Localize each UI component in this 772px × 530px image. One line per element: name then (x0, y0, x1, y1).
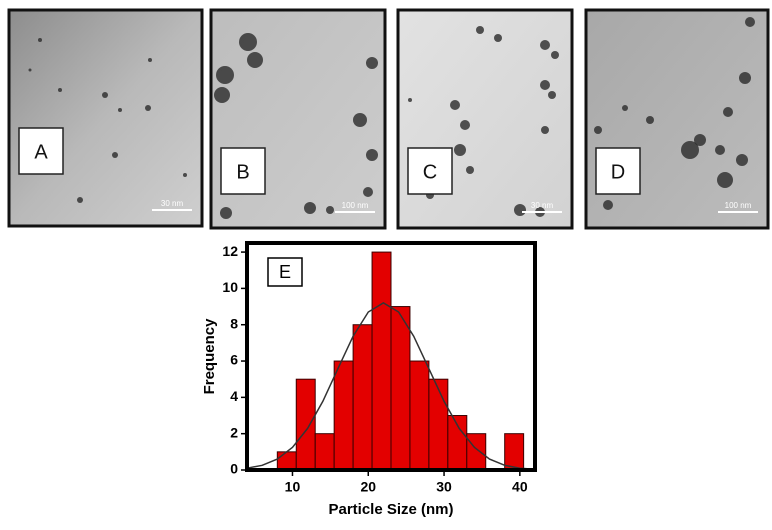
x-tick-label: 10 (285, 479, 301, 495)
y-tick-label: 8 (230, 315, 238, 331)
bar (333, 360, 354, 471)
panel-label-box (18, 127, 64, 175)
scale-bar-label: 30 nm (161, 199, 184, 208)
panel-label: D (611, 161, 625, 183)
particle (77, 197, 83, 203)
bar (276, 451, 297, 471)
particle (214, 87, 230, 103)
particle (220, 207, 232, 219)
panel-label: B (236, 161, 249, 183)
particle (540, 80, 550, 90)
particle (551, 51, 559, 59)
particle (476, 26, 484, 34)
x-tick-label: 20 (360, 479, 376, 495)
particle (304, 202, 316, 214)
bar (295, 378, 316, 471)
plot-frame (245, 241, 537, 472)
particle (239, 33, 257, 51)
x-tick-label: 30 (436, 479, 452, 495)
y-tick-label: 2 (230, 424, 238, 440)
panel-label: E (279, 262, 291, 282)
scale-bar-label: 100 nm (725, 201, 752, 210)
tem-image (584, 8, 770, 230)
bar (352, 324, 373, 471)
y-axis-label: Frequency (201, 318, 218, 395)
particle (353, 113, 367, 127)
particle (38, 38, 42, 42)
bar (314, 433, 335, 471)
particle (28, 68, 32, 72)
particle (603, 200, 613, 210)
y-tick-label: 4 (230, 388, 238, 404)
particle (723, 107, 733, 117)
particle (148, 58, 152, 62)
particle (408, 98, 412, 102)
particle (541, 126, 549, 134)
y-tick-label: 10 (222, 279, 238, 295)
x-axis-label: Particle Size (nm) (328, 501, 453, 518)
particle (183, 173, 187, 177)
histogram-chart: 0 2 4 6 8 10 12 10 20 30 40 Particle Size (nm) Frequ… (201, 241, 537, 518)
panel-label: C (423, 161, 437, 183)
panel-label-box (407, 147, 453, 195)
particle (102, 92, 108, 98)
bar (504, 433, 525, 471)
y-tick-label: 12 (222, 243, 238, 259)
particle (466, 166, 474, 174)
particle (715, 145, 725, 155)
particle (454, 144, 466, 156)
x-tick-label: 40 (512, 479, 528, 495)
particle (363, 187, 373, 197)
particle (366, 149, 378, 161)
tem-image (7, 8, 204, 228)
particle (745, 17, 755, 27)
bar (428, 378, 449, 471)
particle (118, 108, 122, 112)
particle (548, 91, 556, 99)
particle (694, 134, 706, 146)
particle (112, 152, 118, 158)
bar (409, 360, 430, 471)
scale-bar-label: 100 nm (342, 201, 369, 210)
tem-panels: A 30 nm B 100 nm C 30 nm D 100 nm (7, 8, 770, 230)
panel-label-box (267, 257, 303, 287)
particle (460, 120, 470, 130)
bar (390, 306, 411, 471)
y-tick-label: 0 (230, 461, 238, 477)
particle (58, 88, 62, 92)
particle (717, 172, 733, 188)
panel-label-box (220, 147, 266, 195)
particle (540, 40, 550, 50)
bar (466, 433, 487, 471)
particle (247, 52, 263, 68)
y-tick-label: 6 (230, 352, 238, 368)
particle (494, 34, 502, 42)
particle (681, 141, 699, 159)
particle (739, 72, 751, 84)
panel-label-box (595, 147, 641, 195)
panel-label: A (34, 141, 48, 163)
particle (594, 126, 602, 134)
particle (450, 100, 460, 110)
particle (326, 206, 334, 214)
fit-curve (246, 302, 536, 471)
bar (371, 251, 392, 471)
particle (736, 154, 748, 166)
particle (646, 116, 654, 124)
particle (622, 105, 628, 111)
particle (216, 66, 234, 84)
particle (366, 57, 378, 69)
particle (145, 105, 151, 111)
particle (514, 204, 526, 216)
scale-bar-label: 30 nm (531, 201, 554, 210)
